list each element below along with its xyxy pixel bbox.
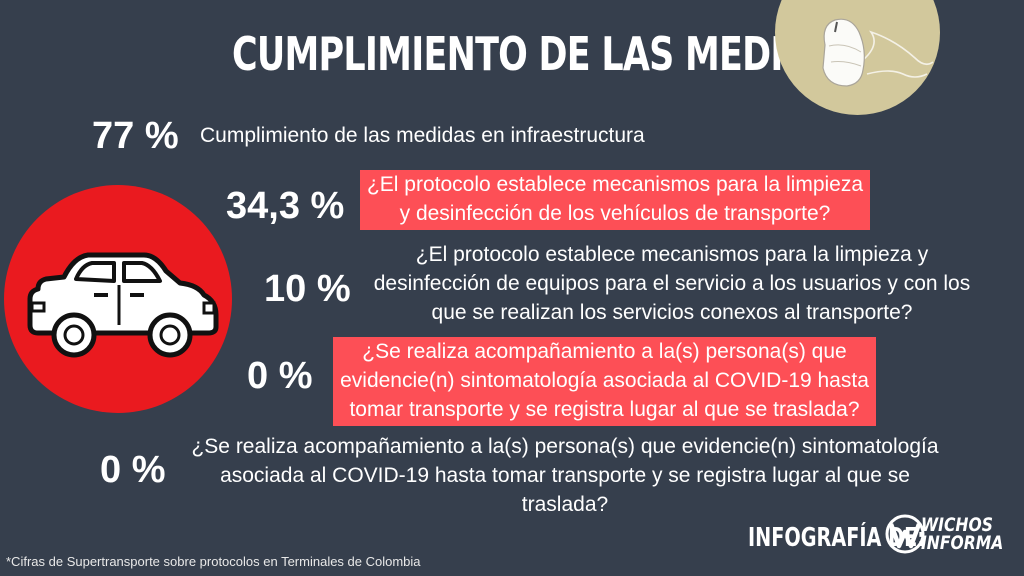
item-accompaniment-text: ¿Se realiza acompañamiento a la(s) perso… [191,435,939,516]
percent-vehicle-cleaning: 34,3 % [226,185,345,227]
car-icon [4,185,232,413]
percent-accompaniment: 0 % [100,449,166,491]
logo-text-bottom: INFORMA [921,532,1004,554]
source-footnote: *Cifras de Supertransporte sobre protoco… [6,554,421,569]
percent-infrastructure: 77 % [92,115,179,157]
percent-accompaniment-highlighted: 0 % [247,355,313,397]
logo-text-top: WICHOS [921,514,993,536]
item-equipment-cleaning-text: ¿El protocolo establece mecanismos para … [373,243,971,324]
face-mask-icon [775,0,940,115]
item-accompaniment-highlighted-text: ¿Se realiza acompañamiento a la(s) perso… [333,337,876,426]
percent-equipment-cleaning: 10 % [264,268,351,310]
wichos-informa-logo: WICHOS INFORMA [885,514,1020,554]
item-infrastructure-text: Cumplimiento de las medidas en infraestr… [200,124,645,147]
item-vehicle-cleaning-text: ¿El protocolo establece mecanismos para … [360,170,870,230]
page-title: CUMPLIMIENTO DE LAS MEDIDAS [232,27,862,81]
